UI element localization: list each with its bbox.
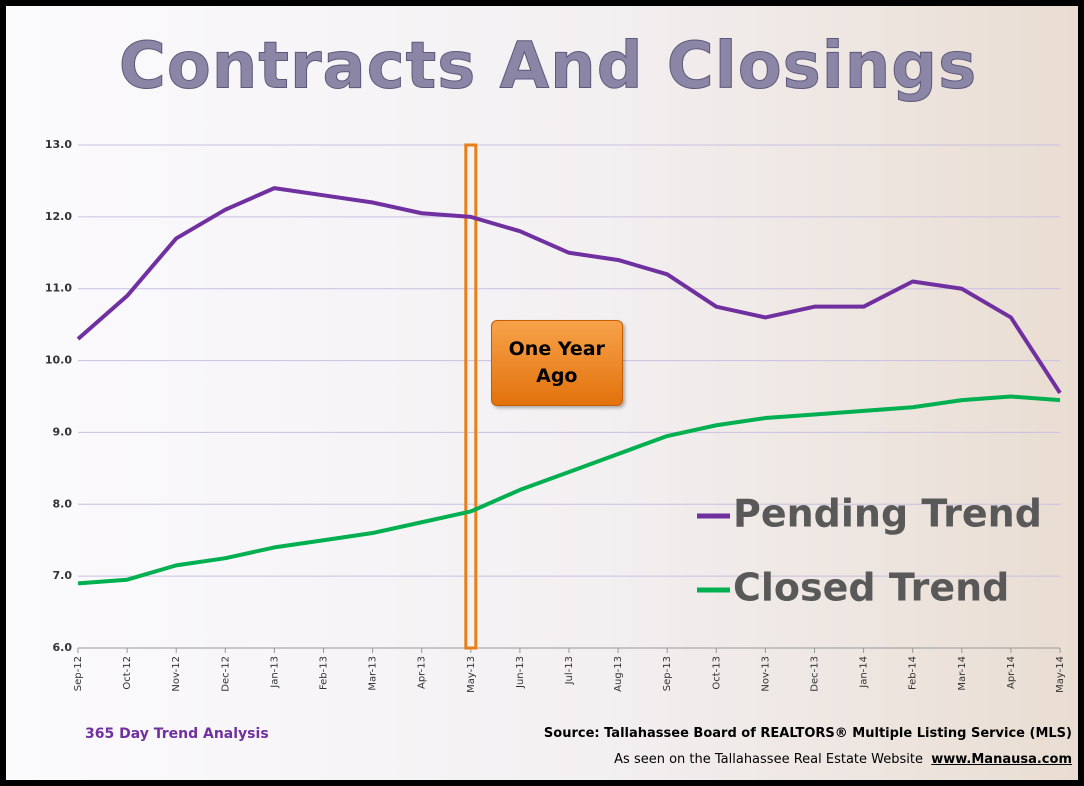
x-tick-label: Mar-14: [957, 656, 968, 691]
legend-label: Pending Trend: [733, 492, 1042, 536]
annotation: One Year Ago: [490, 320, 623, 406]
x-tick-label: Dec-12: [220, 656, 231, 692]
highlight-band: [464, 143, 478, 650]
x-tick-label: Feb-14: [908, 656, 919, 690]
y-tick-label: 8.0: [53, 497, 73, 510]
x-tick-label: Jan-13: [269, 656, 280, 689]
chart-title: Contracts And Closings: [119, 30, 977, 104]
x-tick-label: Feb-13: [319, 656, 330, 690]
x-tick-label: May-13: [466, 656, 477, 693]
y-tick-label: 12.0: [45, 210, 72, 223]
series-line: [77, 394, 1061, 586]
x-tick-label: Dec-13: [810, 656, 821, 692]
legend-label: Closed Trend: [733, 566, 1009, 610]
footer-seen: As seen on the Tallahassee Real Estate W…: [614, 752, 923, 767]
y-tick-label: 6.0: [53, 641, 73, 654]
x-tick-label: Sep-12: [73, 656, 84, 691]
y-tick-label: 9.0: [53, 425, 73, 438]
y-tick-label: 13.0: [45, 138, 72, 151]
y-tick-label: 10.0: [45, 354, 72, 367]
x-tick-label: May-14: [1055, 656, 1066, 693]
x-tick-label: Mar-13: [368, 656, 379, 691]
footer-source: Source: Tallahassee Board of REALTORS® M…: [543, 726, 1072, 741]
y-tick-label: 11.0: [45, 282, 72, 295]
x-tick-label: Nov-13: [760, 656, 771, 692]
x-tick-label: Jan-14: [859, 656, 870, 689]
x-tick-label: Sep-13: [662, 656, 673, 691]
footer-left: 365 Day Trend Analysis: [85, 726, 269, 742]
series-line: [76, 186, 1062, 394]
x-tick-label: Nov-12: [171, 656, 182, 692]
x-tick-label: Aug-13: [613, 656, 624, 692]
x-tick-label: Jun-13: [515, 656, 526, 689]
x-tick-label: Oct-12: [122, 656, 133, 690]
x-tick-label: Apr-14: [1006, 656, 1017, 689]
y-tick-label: 7.0: [53, 569, 73, 582]
footer-url: www.Manausa.com: [931, 752, 1072, 767]
x-tick-label: Jul-13: [564, 656, 575, 685]
x-tick-label: Apr-13: [417, 656, 428, 689]
footer-seen-line: As seen on the Tallahassee Real Estate W…: [614, 752, 1072, 767]
x-tick-label: Oct-13: [711, 656, 722, 690]
